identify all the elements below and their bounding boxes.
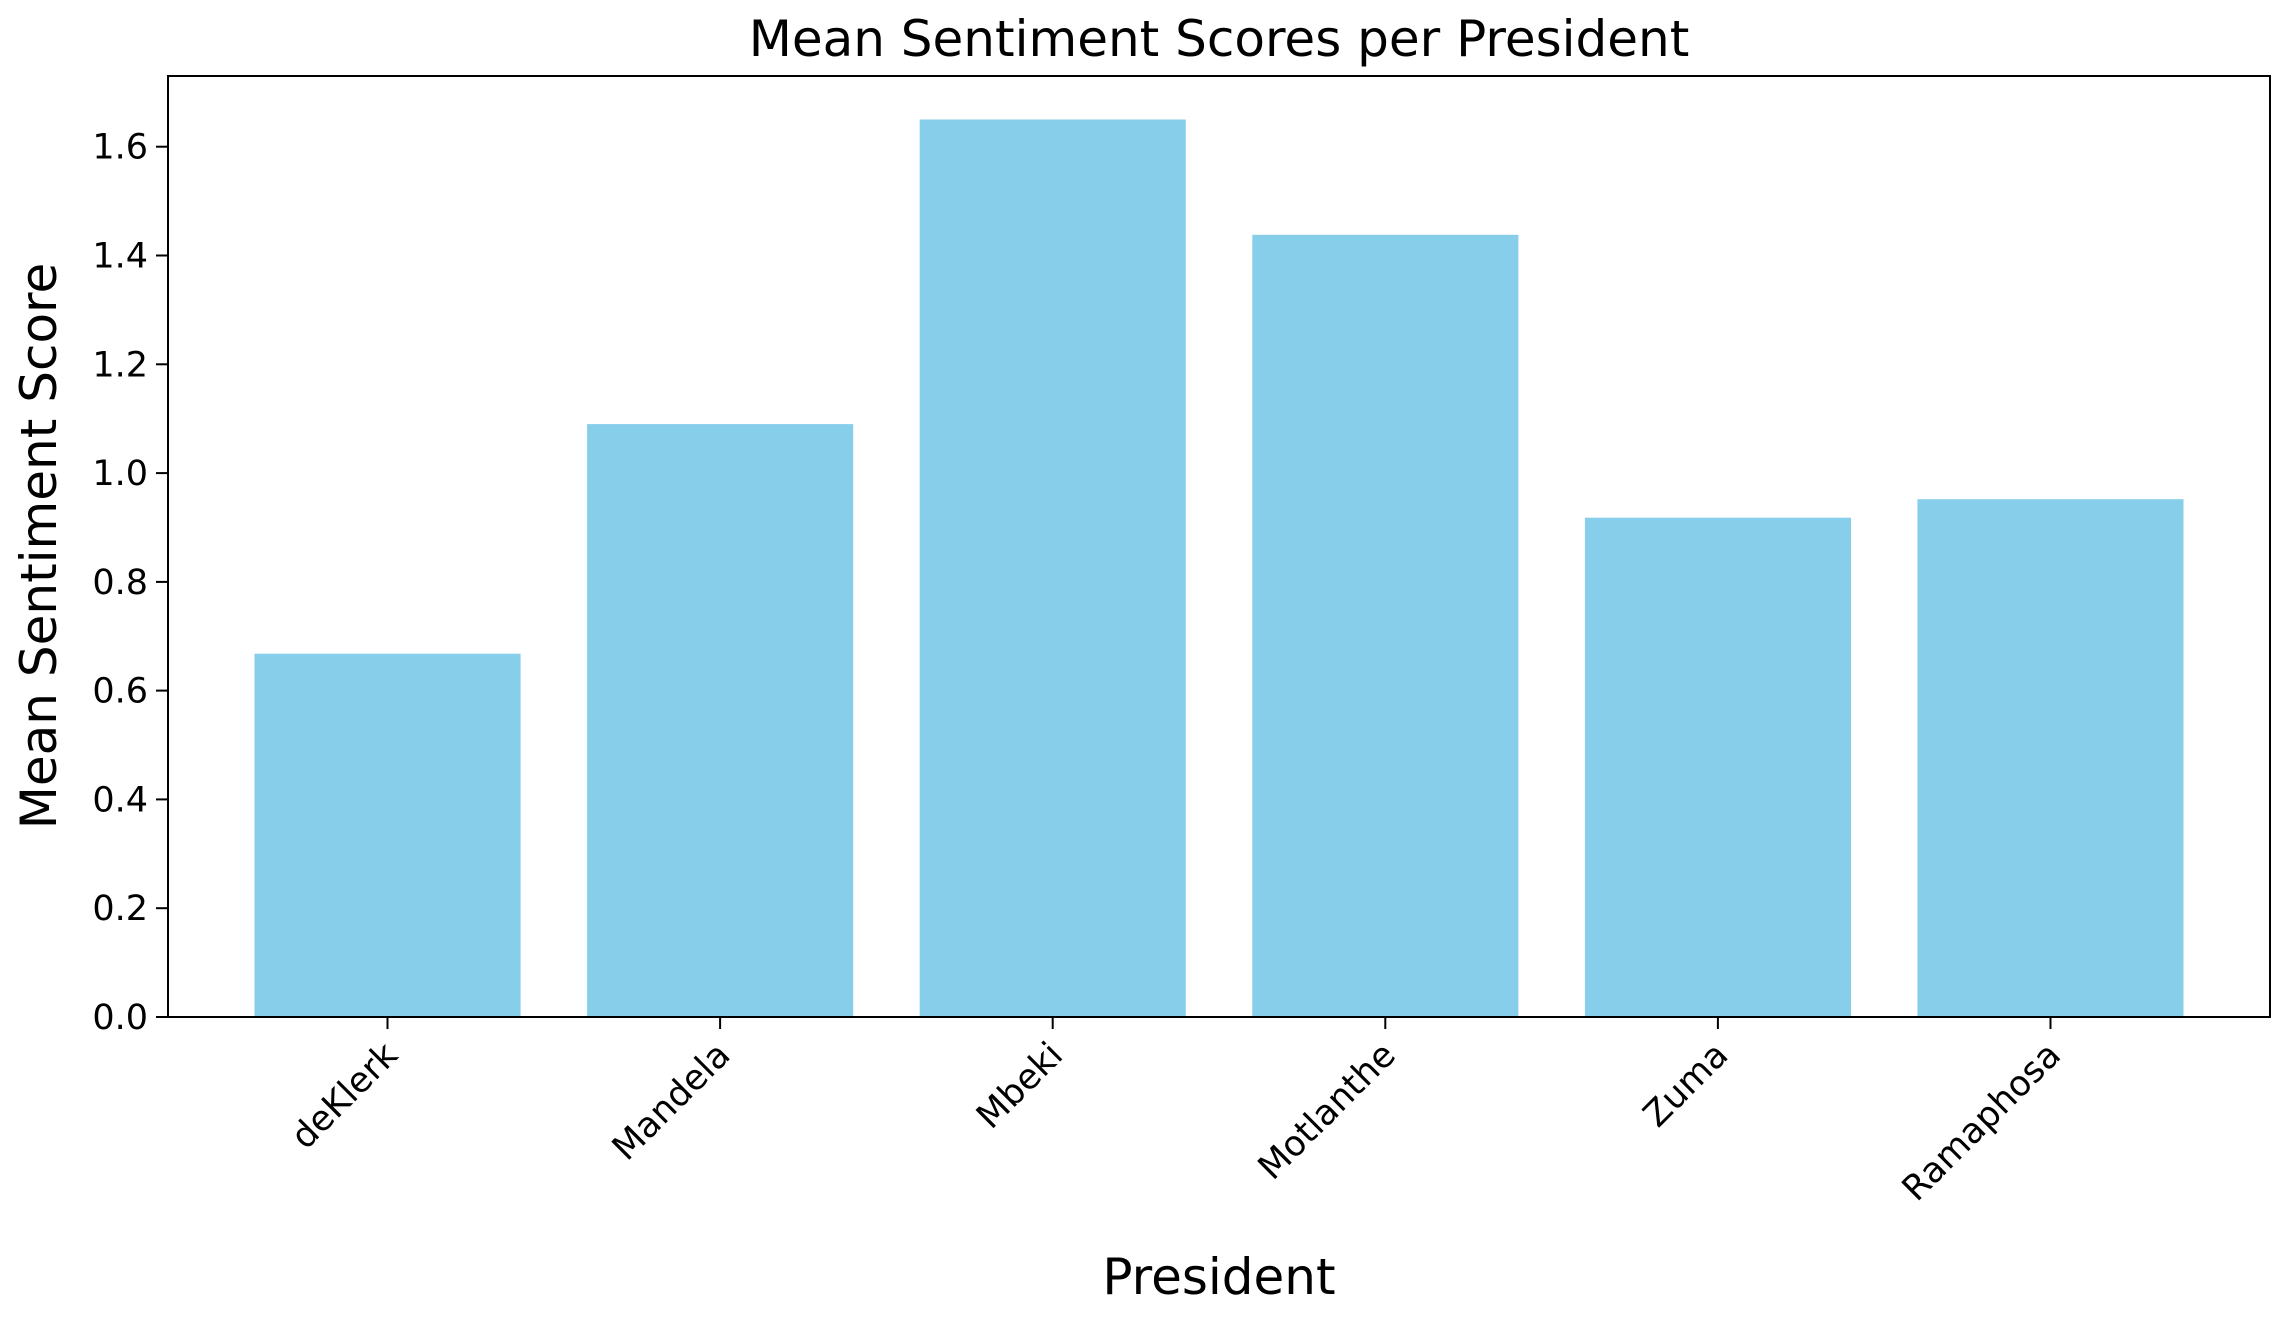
y-tick-label: 0.6	[92, 672, 148, 712]
y-tick-label: 0.8	[92, 563, 148, 603]
plot-frame	[167, 75, 2271, 1018]
y-tick-label: 1.4	[92, 237, 148, 277]
x-tick-label-mbeki: Mbeki	[969, 1035, 1071, 1137]
x-tick-label-ramaphosa: Ramaphosa	[1895, 1035, 2069, 1209]
x-axis-label: President	[1102, 1248, 1335, 1306]
y-tick-label: 0.2	[92, 889, 148, 929]
bar-zuma	[1584, 517, 1851, 1017]
y-tick-label: 0.0	[92, 998, 148, 1038]
bar-motlanthe	[1252, 234, 1519, 1018]
y-tick-label: 1.0	[92, 454, 148, 494]
bars-layer	[254, 119, 2184, 1018]
x-tick-label-deklerk: deKlerk	[284, 1035, 407, 1158]
y-tick-label: 1.2	[92, 345, 148, 385]
x-tick-label-motlanthe: Motlanthe	[1251, 1035, 1404, 1188]
bar-mandela	[587, 424, 854, 1018]
y-tick-label: 1.6	[92, 128, 148, 168]
y-axis-label: Mean Sentiment Score	[10, 263, 68, 830]
bar-mbeki	[919, 119, 1186, 1017]
bar-deklerk	[254, 653, 521, 1017]
y-tick-label: 0.4	[92, 780, 148, 820]
bar-ramaphosa	[1917, 499, 2184, 1017]
x-tick-label-zuma: Zuma	[1636, 1035, 1736, 1135]
x-tick-label-mandela: Mandela	[605, 1035, 738, 1168]
y-axis: 0.0 0.2 0.4 0.6 0.8 1.0 1.2 1.4 1.6	[92, 128, 168, 1038]
chart-title: Mean Sentiment Scores per President	[749, 10, 1690, 68]
x-axis: deKlerk Mandela Mbeki Motlanthe Zuma Ramaphos…	[284, 1017, 2069, 1209]
